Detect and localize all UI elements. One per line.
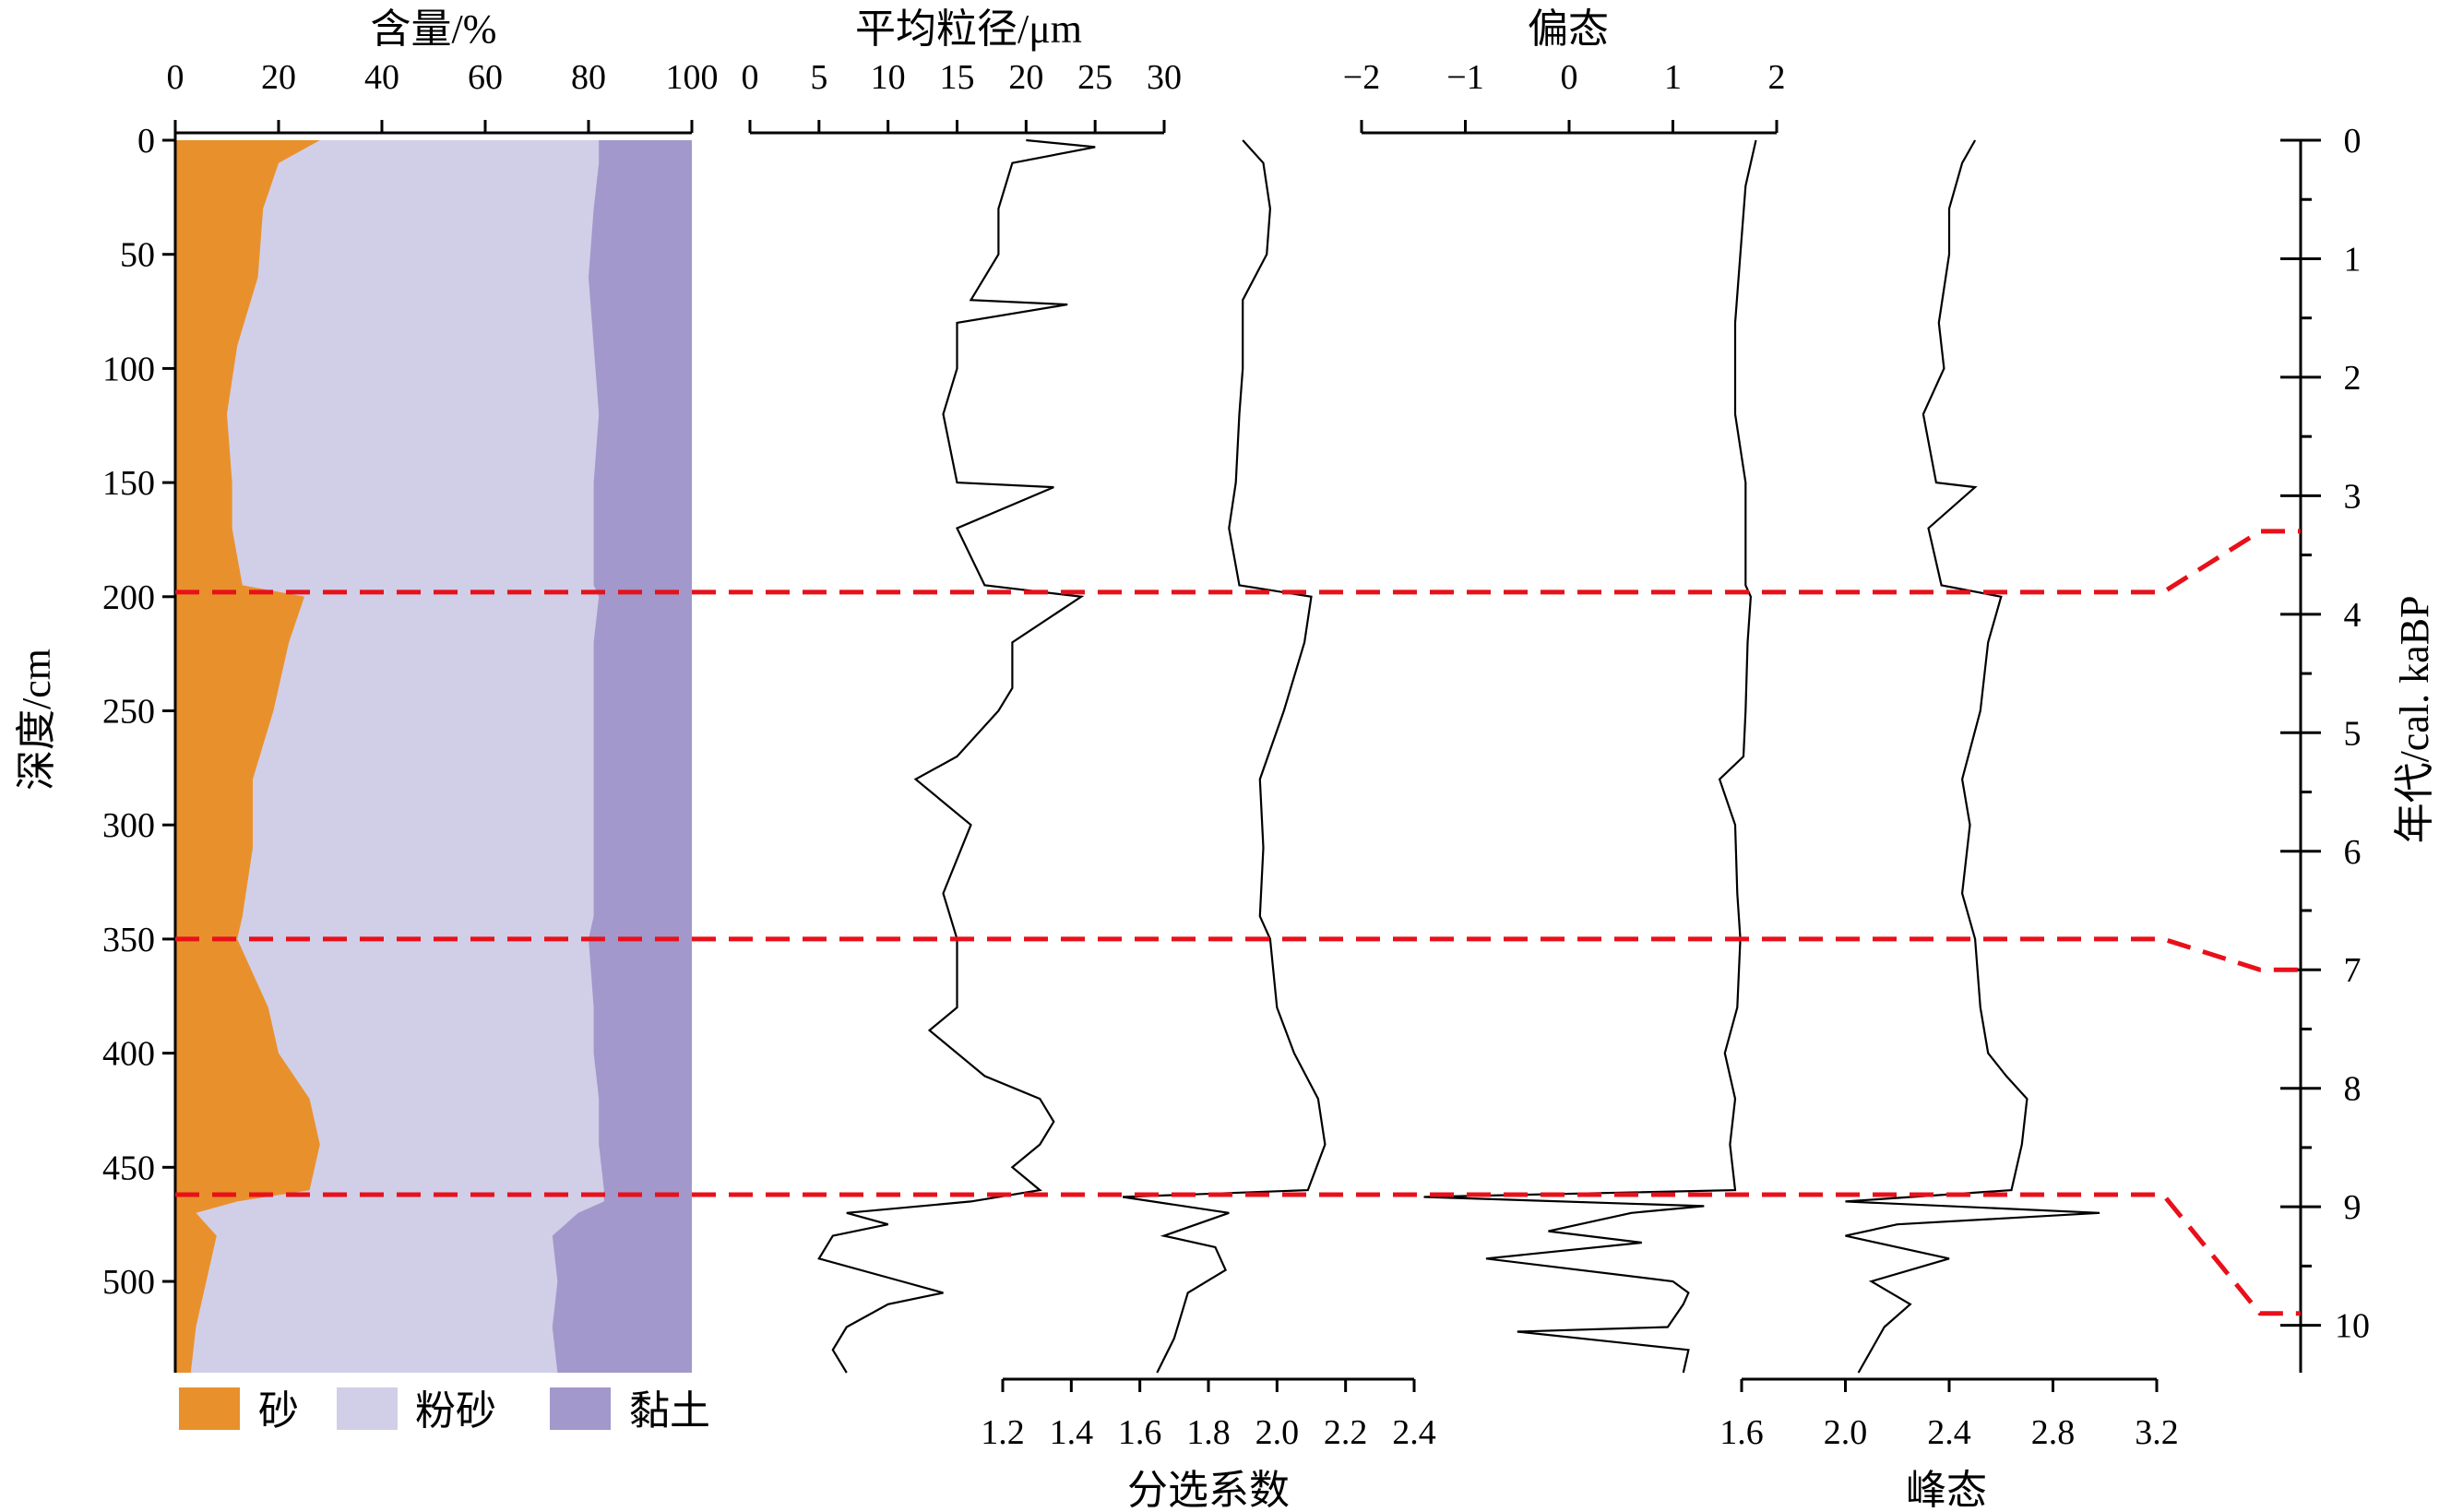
skewness-trace [1423, 139, 1757, 1374]
mean-size-x-tick-label: 10 [871, 58, 906, 97]
legend-label-clay: 黏土 [629, 1388, 710, 1434]
age-tick-label: 8 [2344, 1070, 2362, 1109]
depth-tick-label: 100 [102, 350, 155, 388]
age-tick-label: 4 [2344, 596, 2362, 635]
zone-boundary-line [175, 936, 2301, 972]
legend-label-silt: 粉砂 [415, 1388, 496, 1434]
depth-tick-label: 400 [102, 1035, 155, 1074]
axes: 0 20 40 60 80 1000501001502002503003504004505… [102, 58, 2370, 1452]
depth-tick-label: 0 [137, 122, 155, 161]
zone-boundary-line [175, 1192, 2301, 1316]
kurtosis-x-tick-label: 2.4 [1927, 1413, 1971, 1452]
legend-label-sand: 砂 [258, 1388, 299, 1434]
legend-swatch-sand [179, 1387, 240, 1430]
area-sand [175, 140, 320, 1373]
age-axis-title: 年代/cal. kaBP [2392, 596, 2437, 844]
zone-boundary-line [175, 529, 2301, 595]
depth-tick-label: 350 [102, 921, 155, 959]
mean-size-x-tick-label: 25 [1077, 58, 1112, 97]
age-tick-label: 7 [2344, 951, 2362, 990]
grain-parameter-traces [817, 138, 2100, 1374]
sorting-x-tick-label: 1.8 [1186, 1413, 1231, 1452]
skewness-x-tick-label: 1 [1664, 58, 1682, 97]
legend-swatch-clay [550, 1387, 611, 1430]
skewness-axis-title: 偏态 [1528, 6, 1609, 52]
age-tick-label: 2 [2344, 359, 2362, 398]
zone-boundaries [175, 529, 2301, 1316]
depth-tick-label: 450 [102, 1149, 155, 1187]
mean-size-x-tick-label: 0 [742, 58, 759, 97]
depth-tick-label: 50 [120, 236, 155, 275]
mean-size-x-tick-label: 5 [810, 58, 827, 97]
sorting-x-tick-label: 2.2 [1324, 1413, 1368, 1452]
sorting-trace [1122, 139, 1327, 1374]
skewness-x-tick-label: 2 [1768, 58, 1786, 97]
age-tick-label: 3 [2344, 477, 2362, 516]
kurtosis-x-tick-label: 3.2 [2135, 1413, 2179, 1452]
age-tick-label: 10 [2335, 1307, 2370, 1346]
age-tick-label: 0 [2344, 122, 2362, 161]
sorting-axis-title: 分选系数 [1127, 1468, 1290, 1512]
content-x-tick-label: 20 [261, 58, 296, 97]
content-x-tick-label: 0 [167, 58, 184, 97]
mean-size-trace [817, 138, 1096, 1374]
content-x-tick-label: 80 [571, 58, 606, 97]
content-x-tick-label: 100 [666, 58, 719, 97]
depth-tick-label: 150 [102, 464, 155, 503]
mean-size-x-tick-label: 15 [940, 58, 975, 97]
content-axis-title: 含量/% [371, 6, 497, 52]
kurtosis-x-tick-label: 2.8 [2031, 1413, 2076, 1452]
mean-size-x-tick-label: 20 [1008, 58, 1043, 97]
depth-tick-label: 300 [102, 806, 155, 845]
depth-tick-label: 250 [102, 693, 155, 732]
mean-size-x-tick-label: 30 [1147, 58, 1182, 97]
age-tick-label: 6 [2344, 833, 2362, 872]
sorting-x-tick-label: 2.4 [1392, 1413, 1436, 1452]
depth-axis-title: 深度/cm [14, 649, 59, 791]
content-x-tick-label: 60 [468, 58, 503, 97]
depth-tick-label: 200 [102, 578, 155, 617]
content-x-tick-label: 40 [364, 58, 399, 97]
sorting-x-tick-label: 1.6 [1118, 1413, 1162, 1452]
skewness-x-tick-label: −1 [1446, 58, 1483, 97]
kurtosis-trace [1845, 139, 2100, 1374]
sorting-x-tick-label: 1.4 [1050, 1413, 1094, 1452]
grain-content-panel [175, 140, 692, 1373]
legend: 砂 粉砂 黏土 [179, 1387, 710, 1434]
sorting-x-tick-label: 1.2 [981, 1413, 1025, 1452]
age-tick-label: 9 [2344, 1188, 2362, 1227]
sorting-x-tick-label: 2.0 [1255, 1413, 1300, 1452]
kurtosis-x-tick-label: 2.0 [1824, 1413, 1868, 1452]
age-tick-label: 1 [2344, 240, 2362, 279]
kurtosis-axis-title: 峰态 [1906, 1468, 1987, 1512]
age-tick-label: 5 [2344, 714, 2362, 753]
mean-size-axis-title: 平均粒径/μm [855, 6, 1082, 52]
kurtosis-x-tick-label: 1.6 [1719, 1413, 1764, 1452]
legend-swatch-silt [337, 1387, 398, 1430]
skewness-x-tick-label: 0 [1561, 58, 1578, 97]
skewness-x-tick-label: −2 [1343, 58, 1380, 97]
depth-tick-label: 500 [102, 1263, 155, 1302]
